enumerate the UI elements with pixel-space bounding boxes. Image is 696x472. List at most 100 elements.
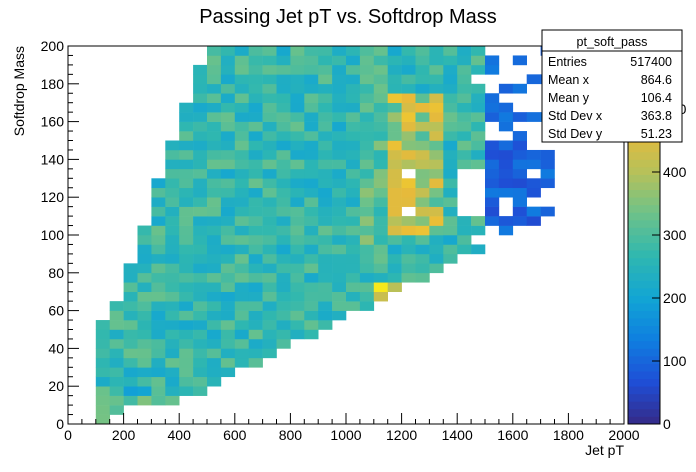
heatmap-cell [109, 395, 124, 406]
heatmap-cell [443, 225, 458, 236]
heatmap-cell [262, 225, 277, 236]
heatmap-cell [415, 55, 430, 66]
heatmap-cell [318, 112, 333, 122]
heatmap-cell [95, 414, 110, 425]
colorbar-step [628, 197, 660, 206]
stats-value-stddev-x: 363.8 [641, 109, 672, 123]
heatmap-cell [262, 244, 277, 255]
heatmap-cell [248, 168, 263, 179]
heatmap-cell [290, 310, 305, 321]
heatmap-cell [443, 74, 458, 85]
heatmap-cell [359, 225, 375, 236]
heatmap-cell [373, 206, 388, 217]
heatmap-cell [207, 235, 222, 245]
colorbar-step [628, 371, 660, 380]
heatmap-cell [151, 178, 166, 189]
heatmap-cell [290, 159, 305, 170]
heatmap-cell [387, 253, 402, 264]
heatmap-cell [471, 131, 486, 141]
heatmap-cell [304, 93, 319, 103]
heatmap-cell [443, 216, 458, 226]
heatmap-cell [276, 131, 291, 141]
heatmap-cell [234, 216, 249, 226]
heatmap-cell [485, 197, 500, 207]
heatmap-cell [471, 225, 486, 236]
heatmap-cell [471, 112, 486, 122]
heatmap-cell [262, 112, 277, 122]
heatmap-cell [429, 149, 444, 160]
heatmap-cell [429, 102, 444, 113]
heatmap-cell [234, 83, 249, 94]
heatmap-cell [276, 168, 291, 179]
heatmap-cell [193, 121, 208, 132]
heatmap-cell [429, 121, 444, 132]
heatmap-cell [248, 112, 263, 122]
heatmap-cell [387, 131, 402, 141]
heatmap-cell [123, 367, 138, 378]
heatmap-cell [415, 102, 430, 113]
heatmap-cell [248, 206, 263, 217]
heatmap-cell [290, 74, 305, 85]
heatmap-cell [485, 140, 500, 151]
heatmap-cell [234, 168, 249, 179]
heatmap-cell [318, 55, 333, 66]
heatmap-cell [498, 121, 514, 132]
heatmap-cell [429, 83, 444, 94]
heatmap-cell [387, 187, 402, 198]
heatmap-cell [318, 131, 333, 141]
heatmap-cell [262, 272, 277, 283]
heatmap-cell [95, 386, 110, 396]
heatmap-cell [318, 93, 333, 103]
heatmap-cell [457, 55, 472, 66]
heatmap-cell [457, 235, 472, 245]
heatmap-cell [429, 178, 444, 189]
heatmap-cell [346, 121, 361, 132]
heatmap-cell [95, 338, 110, 349]
stats-label-mean-y: Mean y [548, 91, 590, 105]
heatmap-cell [346, 83, 361, 94]
heatmap-cell [512, 168, 527, 179]
x-tick-label: 800 [279, 427, 303, 443]
heatmap-cell [137, 310, 152, 321]
heatmap-cell [401, 197, 416, 207]
heatmap-cell [234, 93, 249, 103]
colorbar-step [628, 189, 660, 198]
heatmap-cell [512, 131, 527, 141]
heatmap-cell [318, 187, 333, 198]
heatmap-cell [332, 282, 347, 292]
heatmap-cell [429, 55, 444, 66]
colorbar-step [628, 408, 660, 417]
heatmap-cell [151, 291, 166, 302]
heatmap-cell [332, 131, 347, 141]
heatmap-cell [540, 149, 555, 160]
heatmap-cell [248, 272, 263, 283]
heatmap-cell [373, 46, 388, 56]
heatmap-cell [387, 83, 402, 94]
heatmap-cell [165, 320, 180, 330]
heatmap-cell [373, 272, 388, 283]
heatmap-cell [262, 55, 277, 66]
heatmap-cell [234, 46, 249, 56]
stats-value-mean-x: 864.6 [641, 73, 672, 87]
heatmap-cell [220, 131, 236, 141]
heatmap-cell [248, 55, 263, 66]
heatmap-cell [290, 131, 305, 141]
heatmap-cell [429, 263, 444, 274]
heatmap-cell [346, 46, 361, 56]
heatmap-cell [179, 272, 194, 283]
heatmap-cell [373, 263, 388, 274]
heatmap-cell [526, 216, 541, 226]
heatmap-cell [234, 121, 249, 132]
heatmap-cell [373, 216, 388, 226]
heatmap-cell [248, 197, 263, 207]
heatmap-cell [373, 235, 388, 245]
heatmap-cell [220, 338, 236, 349]
heatmap-cell [304, 64, 319, 75]
heatmap-cell [457, 64, 472, 75]
heatmap-cell [165, 168, 180, 179]
heatmap-cell [123, 386, 138, 396]
heatmap-cell [151, 225, 166, 236]
heatmap-cell [207, 159, 222, 170]
heatmap-cell [248, 338, 263, 349]
heatmap-cell [220, 235, 236, 245]
